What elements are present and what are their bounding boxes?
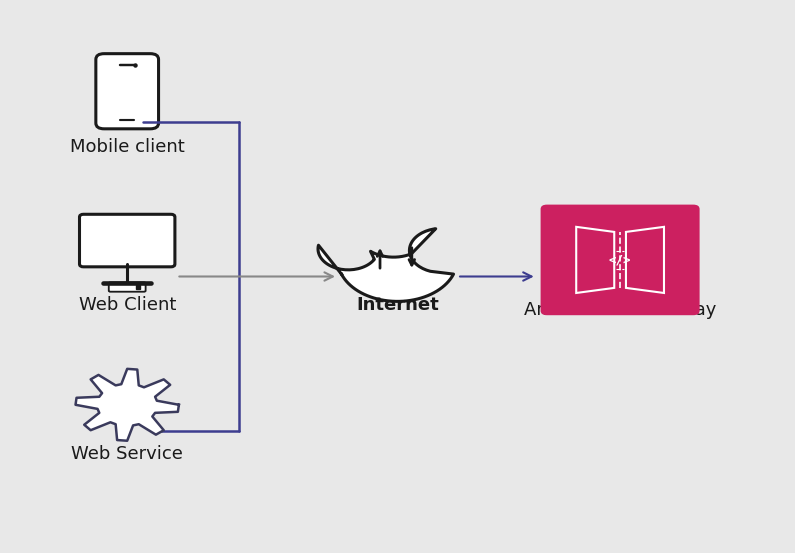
Text: Mobile client: Mobile client bbox=[70, 138, 184, 156]
Circle shape bbox=[110, 393, 145, 417]
Polygon shape bbox=[76, 369, 179, 441]
Text: Web Service: Web Service bbox=[72, 445, 183, 463]
FancyBboxPatch shape bbox=[80, 214, 175, 267]
FancyBboxPatch shape bbox=[96, 54, 158, 129]
Text: Internet: Internet bbox=[356, 296, 439, 314]
FancyBboxPatch shape bbox=[109, 282, 145, 292]
FancyBboxPatch shape bbox=[541, 205, 700, 315]
Polygon shape bbox=[318, 229, 453, 301]
Text: Web Client: Web Client bbox=[79, 296, 176, 314]
Text: </>: </> bbox=[609, 253, 631, 267]
Text: Amazon API Gateway: Amazon API Gateway bbox=[524, 301, 716, 320]
